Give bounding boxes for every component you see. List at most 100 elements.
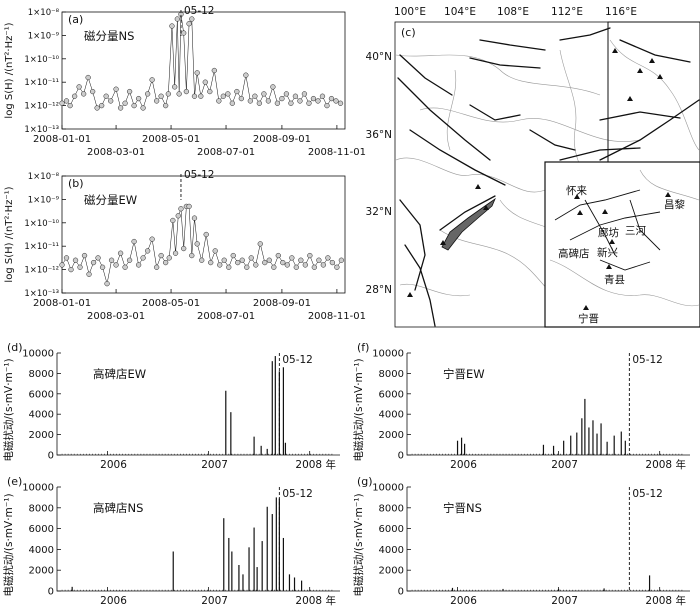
data-point: [63, 98, 70, 104]
y-tick-label: 4000: [29, 545, 54, 556]
lon-tick-100: 100°E: [394, 6, 426, 18]
map-inset: 怀来 昌黎 廊坊 三河 高碑店 新兴 青县 宁晋: [544, 161, 700, 328]
data-point: [175, 213, 181, 219]
event-label: 05-12: [632, 354, 663, 366]
y-tick-label: 1×10⁻¹¹: [24, 78, 59, 88]
station-changli: 昌黎: [664, 198, 685, 211]
x-tick-label: 2008-11-01: [308, 147, 366, 158]
data-point: [154, 98, 160, 104]
x-tick-label: 2008 年: [295, 458, 336, 471]
x-tick-label: 2007: [551, 459, 578, 471]
y-tick-label: 2000: [379, 430, 404, 441]
y-tick-label: 4000: [379, 545, 404, 556]
chart-panel-a: 1×10⁻⁸ 1×10⁻⁹ 1×10⁻¹⁰ 1×10⁻¹¹ 1×10⁻¹² 1×10⁻¹³…: [4, 5, 366, 158]
event-label: 05-12: [282, 488, 313, 500]
data-point: [235, 259, 241, 266]
x-tick-label: 2006: [100, 459, 127, 471]
panel-label: (d): [7, 341, 23, 354]
data-point: [253, 262, 259, 268]
station-xinxing: 新兴: [597, 246, 618, 259]
x-tick-label: 2008-09-01: [253, 298, 311, 309]
lat-tick-36: 36°N: [366, 129, 392, 141]
station-gaobeidian: 高碑店: [558, 247, 590, 260]
y-tick-label: 10000: [372, 483, 404, 494]
x-tick-label: 2007: [551, 595, 578, 607]
data-point: [131, 238, 137, 245]
aftershock-cluster: [441, 197, 496, 251]
y-tick-label: 4000: [379, 410, 404, 421]
data-point: [191, 93, 198, 99]
data-point: [81, 91, 87, 97]
data-point: [257, 241, 263, 247]
data-point: [158, 252, 164, 259]
panel-label: (a): [68, 13, 83, 26]
data-point: [248, 255, 254, 261]
data-point: [103, 93, 109, 99]
lon-tick-112: 112°E: [551, 6, 583, 18]
data-point: [319, 93, 326, 99]
panel-title: 磁分量NS: [84, 29, 134, 43]
data-point: [99, 264, 106, 270]
data-point: [140, 255, 146, 261]
data-point: [163, 102, 169, 109]
x-tick-label: 2008-05-01: [142, 298, 200, 309]
data-point: [230, 252, 236, 259]
data-point: [181, 245, 187, 252]
data-point: [183, 88, 190, 95]
data-point: [239, 257, 245, 263]
data-point: [217, 262, 223, 268]
y-axis-label: log S(H) /(nT²·Hz⁻¹): [4, 186, 15, 282]
data-point: [194, 241, 200, 247]
x-tick-label: 2006: [100, 595, 127, 607]
chart-panel-b: 1×10⁻⁸ 1×10⁻⁹ 1×10⁻¹⁰ 1×10⁻¹¹ 1×10⁻¹² 1×10⁻¹³…: [4, 169, 366, 322]
data-point: [122, 264, 128, 270]
plot-frame: [61, 175, 346, 294]
map-label: (c): [401, 26, 416, 39]
data-point: [90, 259, 97, 266]
y-tick-label: 8000: [29, 503, 54, 514]
y-tick-label: 2000: [379, 566, 404, 577]
data-point: [117, 105, 124, 111]
y-tick-label: 8000: [379, 369, 404, 380]
data-point: [77, 264, 83, 270]
x-tick-label: 2007: [201, 459, 228, 471]
data-point: [149, 236, 155, 242]
data-point: [144, 248, 151, 254]
x-tick-label: 2008 年: [645, 594, 686, 607]
data-point: [108, 257, 115, 263]
data-point: [328, 95, 335, 102]
data-point: [211, 67, 217, 74]
y-tick-label: 6000: [29, 389, 54, 400]
map-station-markers: [407, 48, 663, 297]
y-tick-label: 1×10⁻¹⁰: [24, 55, 59, 65]
station-sanhe: 三河: [625, 225, 646, 237]
data-point: [284, 262, 290, 268]
data-point: [301, 91, 308, 97]
event-label: 05-12: [632, 488, 663, 500]
data-point: [334, 264, 340, 270]
data-point: [198, 93, 204, 99]
y-tick-label: 6000: [379, 389, 404, 400]
data-point: [170, 217, 176, 224]
data-point: [203, 231, 209, 238]
y-tick-label: 6000: [379, 524, 404, 535]
data-point: [333, 98, 339, 104]
data-point: [221, 257, 227, 263]
panel-label: (e): [7, 475, 22, 488]
panel-title: 宁晋EW: [443, 367, 485, 381]
data-point: [216, 98, 222, 104]
y-tick-label: 8000: [29, 369, 54, 380]
data-point: [85, 74, 91, 81]
data-point: [293, 264, 299, 270]
data-point: [113, 262, 119, 268]
data-point: [311, 264, 317, 270]
data-point: [165, 91, 171, 97]
data-point: [306, 100, 312, 106]
data-point: [172, 84, 178, 90]
data-point: [154, 264, 160, 270]
data-point: [81, 252, 88, 259]
x-tick-label: 2008-03-01: [87, 147, 145, 158]
lon-tick-108: 108°E: [497, 6, 529, 18]
data-point: [163, 259, 169, 266]
